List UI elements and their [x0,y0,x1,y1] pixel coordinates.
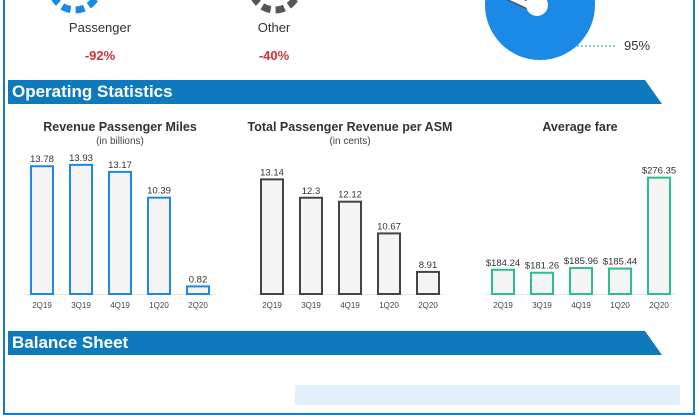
data-label: 10.67 [377,221,401,232]
data-label: $181.26 [525,261,559,272]
tick-label: 2Q19 [32,301,52,310]
tick-label: 3Q19 [532,301,552,310]
bar [530,271,554,296]
passenger-donut-icon [51,0,99,14]
data-label: 12.3 [302,186,321,197]
segment-label: Other [257,20,291,35]
tick-label: 4Q19 [110,301,130,310]
chart-title: Total Passenger Revenue per ASM [247,120,453,134]
data-label: 10.39 [147,186,171,197]
balance-panel [295,385,680,405]
other-donut-icon [251,0,299,14]
segment-other: Other -40% [204,20,344,63]
segment-value: -40% [258,48,290,63]
tick-label: 2Q20 [649,301,669,310]
segment-label: Passenger [68,20,132,35]
bar [647,176,671,295]
chart-subtitle: (in billions) [96,136,144,147]
bar [108,170,132,295]
bar [260,178,284,295]
tick-label: 1Q20 [149,301,169,310]
bar [416,270,440,295]
pie-slice-main [485,0,595,60]
bar [147,196,171,295]
bar [299,196,323,295]
tick-label: 1Q20 [379,301,399,310]
pie-hole [526,0,548,16]
data-label: 8.91 [419,260,438,271]
section-header-balance: Balance Sheet [8,331,662,355]
tick-label: 3Q19 [301,301,321,310]
top-graphics [51,0,617,60]
tick-label: 2Q20 [418,301,438,310]
bar [377,232,401,295]
bar [30,165,54,295]
tick-label: 3Q19 [71,301,91,310]
data-label: 13.78 [30,154,54,165]
tick-label: 2Q19 [493,301,513,310]
data-label: $185.96 [564,256,598,267]
chart-title: Revenue Passenger Miles [43,120,197,134]
bar [338,200,362,295]
bar-charts: 13.78 2Q19 13.93 3Q19 13.17 4Q19 10.39 1Q20 0.82… [25,153,676,310]
data-label: 13.14 [260,167,284,178]
bar [69,163,93,295]
data-label: $184.24 [486,258,520,269]
segment-value: -92% [84,48,116,63]
data-label: 0.82 [189,274,208,285]
data-label: 13.93 [69,153,93,164]
tick-label: 4Q19 [340,301,360,310]
bar [186,285,210,296]
pie-label: 95% [624,38,651,53]
bar [608,267,632,295]
tick-label: 2Q20 [188,301,208,310]
tick-label: 2Q19 [262,301,282,310]
bar [569,267,593,295]
segment-passenger: Passenger -92% [30,20,170,63]
data-label: $185.44 [603,257,637,268]
chart-subtitle: (in cents) [329,136,371,147]
data-label: 13.17 [108,160,132,171]
chart-title: Average fare [542,120,618,134]
data-label: 12.12 [338,190,362,201]
tick-label: 1Q20 [610,301,630,310]
data-label: $276.35 [642,166,676,177]
section-header-operating: Operating Statistics [8,80,662,104]
tick-label: 4Q19 [571,301,591,310]
bar [491,268,515,295]
